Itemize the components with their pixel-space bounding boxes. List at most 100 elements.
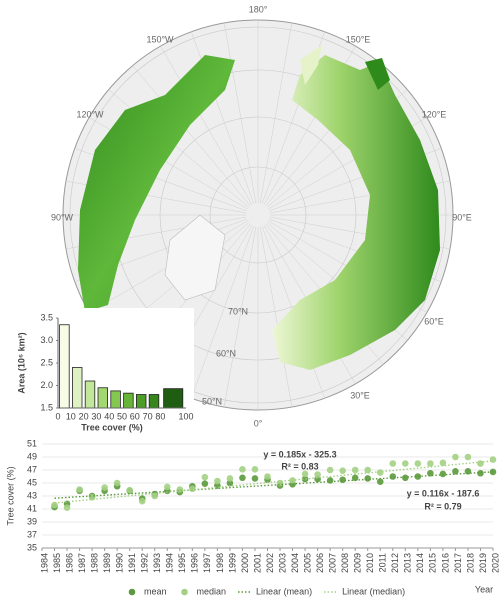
data-point (301, 475, 309, 483)
land-north-america (78, 55, 235, 312)
x-tick-label: 1993 (152, 553, 162, 573)
x-tick-label: 1994 (165, 553, 175, 573)
y-tick-label: 3.5 (40, 312, 53, 322)
y-tick-label: 35 (27, 542, 37, 552)
x-tick-label: 1984 (39, 553, 49, 573)
meridian (259, 226, 293, 408)
x-tick-label: 30 (91, 411, 101, 421)
data-point (326, 466, 334, 474)
x-tick-label: 50 (117, 411, 127, 421)
x-tick-label: 1990 (115, 553, 125, 573)
data-point (414, 460, 422, 467)
inset-histogram: 1.5 2.0 2.5 3.0 3.5 0 10 20 30 40 50 60 70 80 100 Tree … (6, 308, 194, 440)
y-tick-label: 1.5 (40, 402, 53, 412)
data-point (326, 477, 334, 484)
map-label: 70°N (228, 306, 248, 316)
x-tick-label: 2008 (340, 553, 350, 573)
x-tick-label: 2017 (453, 553, 463, 573)
x-tick-label: 1998 (215, 553, 225, 573)
bar (123, 392, 134, 409)
data-point (76, 486, 83, 493)
data-point (113, 479, 121, 487)
data-point (163, 483, 171, 491)
map-label: 120°E (422, 109, 447, 119)
x-tick-label: 2007 (328, 553, 338, 573)
y-axis-label: Area (10⁶ km²) (16, 332, 26, 393)
x-tick-label: 80 (155, 411, 165, 421)
data-point (239, 474, 246, 482)
data-point (101, 484, 108, 491)
map-label: 150°W (146, 34, 174, 44)
data-point (439, 459, 447, 467)
meridian (223, 22, 257, 204)
map-label: 0° (254, 418, 263, 428)
bar (110, 390, 121, 409)
data-point (126, 486, 133, 494)
data-point (439, 470, 447, 478)
data-point (452, 453, 459, 461)
data-point (264, 473, 271, 480)
data-point (489, 456, 497, 463)
y-tick-label: 45 (27, 477, 37, 487)
data-point (51, 501, 58, 509)
x-tick-label: 2020 (490, 553, 500, 573)
map-label: 60°E (424, 316, 444, 326)
map-label: 90°W (51, 212, 74, 222)
x-tick-label: 2011 (378, 553, 388, 572)
x-tick-label: 2001 (252, 553, 262, 573)
y-tick-label: 43 (27, 490, 37, 500)
bar (72, 367, 83, 409)
annotation: y = 0.185x - 325.3 (263, 449, 336, 459)
x-tick-label: 2015 (428, 553, 438, 573)
data-point (339, 467, 346, 474)
data-point (489, 468, 497, 476)
data-point (226, 475, 234, 482)
land-greenland (164, 214, 226, 301)
meridian (223, 226, 257, 408)
data-point (314, 471, 321, 478)
data-point (251, 466, 259, 473)
x-tick-label: 2005 (302, 553, 312, 573)
x-tick-label: 1986 (64, 553, 74, 573)
data-point (339, 476, 346, 484)
map-label: 180° (249, 4, 268, 14)
map-label: 120°W (76, 109, 104, 119)
x-tick-label: 60 (130, 411, 140, 421)
y-tick-label: 3.0 (40, 335, 53, 345)
land-kamchatka (365, 58, 390, 90)
data-point (402, 474, 409, 482)
data-point (452, 468, 459, 475)
x-tick-label: 2012 (390, 553, 400, 573)
meridian (259, 22, 293, 204)
bar (59, 324, 70, 409)
legend-label: median (197, 586, 227, 596)
annotation: R² = 0.83 (281, 461, 318, 471)
y-tick-label: 41 (27, 503, 37, 513)
data-point (477, 460, 484, 467)
legend-swatch (128, 588, 136, 596)
x-tick-label: 70 (143, 411, 153, 421)
bar (163, 388, 184, 409)
y-tick-label: 2.0 (40, 380, 53, 390)
data-point (364, 466, 372, 474)
legend-label: mean (144, 586, 167, 596)
annotation: y = 0.116x - 187.6 (407, 488, 480, 498)
bar (148, 394, 160, 409)
data-point (251, 475, 259, 482)
x-tick-label: 2000 (240, 553, 250, 573)
x-tick-label: 2002 (265, 553, 275, 573)
x-tick-label: 1997 (202, 553, 212, 573)
land-eurasia (272, 55, 440, 370)
land-chukotka (300, 45, 322, 85)
map-label: 60°N (216, 348, 236, 358)
x-tick-label: 1989 (102, 553, 112, 573)
data-point (201, 473, 209, 481)
x-tick-label: 2014 (415, 553, 425, 573)
map-label: 50°N (202, 396, 222, 406)
data-point (477, 469, 484, 477)
data-point (464, 468, 472, 475)
data-point (427, 460, 434, 467)
y-tick-label: 49 (27, 451, 37, 461)
x-tick-label: 2004 (290, 553, 300, 573)
x-tick-label: 2009 (353, 553, 363, 573)
